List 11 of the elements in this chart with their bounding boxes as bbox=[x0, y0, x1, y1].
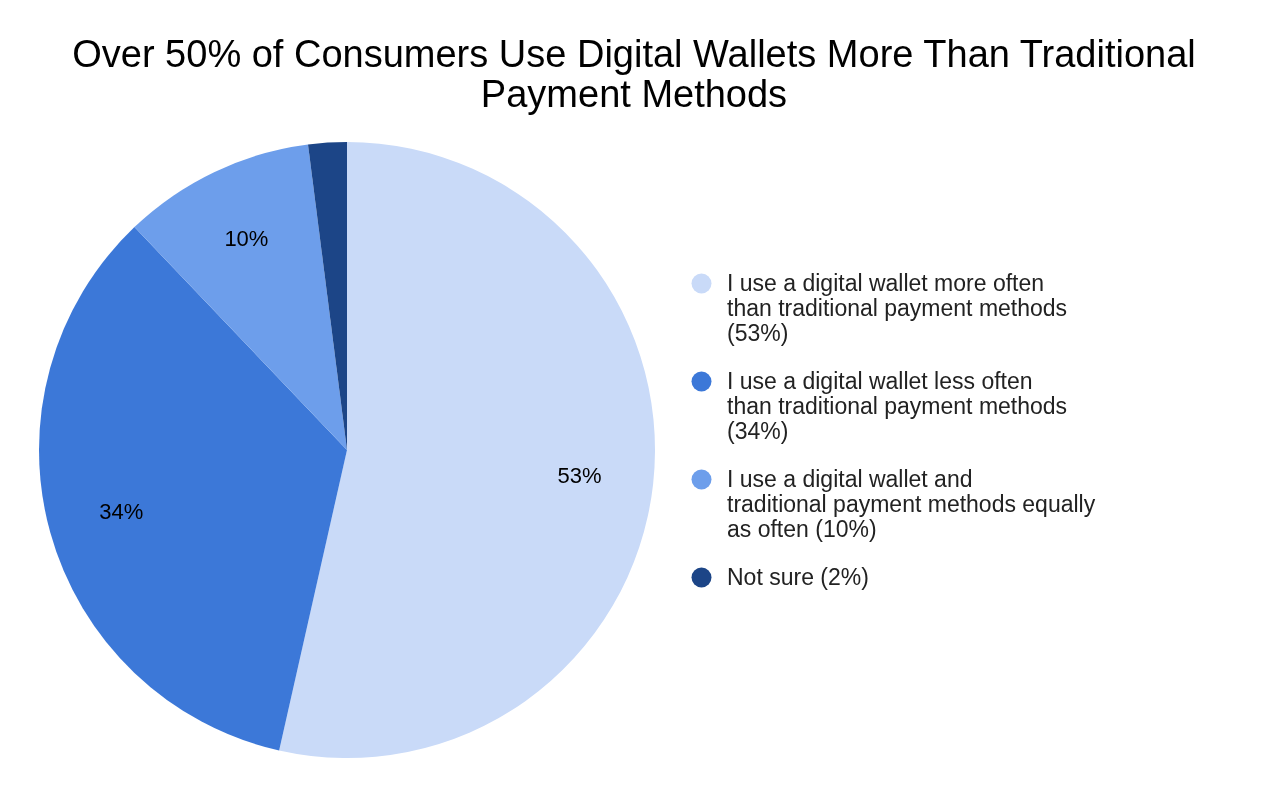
pie-slice bbox=[134, 144, 347, 450]
data-label: 34% bbox=[99, 499, 144, 525]
pie-slice bbox=[39, 227, 347, 751]
legend-label: I use a digital wallet less often than traditional payment methods (34%) bbox=[727, 367, 1068, 444]
legend-label: I use a digital wallet and traditional payment methods equally as often (10%) bbox=[727, 465, 1096, 542]
legend-label: Not sure (2%) bbox=[727, 563, 869, 590]
chart-title: Over 50% of Consumers Use Digital Wallets More Than Traditional Payment Methods bbox=[71, 33, 1197, 115]
pie-slice bbox=[279, 142, 655, 758]
data-label: 53% bbox=[557, 462, 602, 488]
data-label: 10% bbox=[224, 225, 269, 251]
legend-label: I use a digital wallet more often than traditional payment methods (53%) bbox=[727, 269, 1068, 346]
